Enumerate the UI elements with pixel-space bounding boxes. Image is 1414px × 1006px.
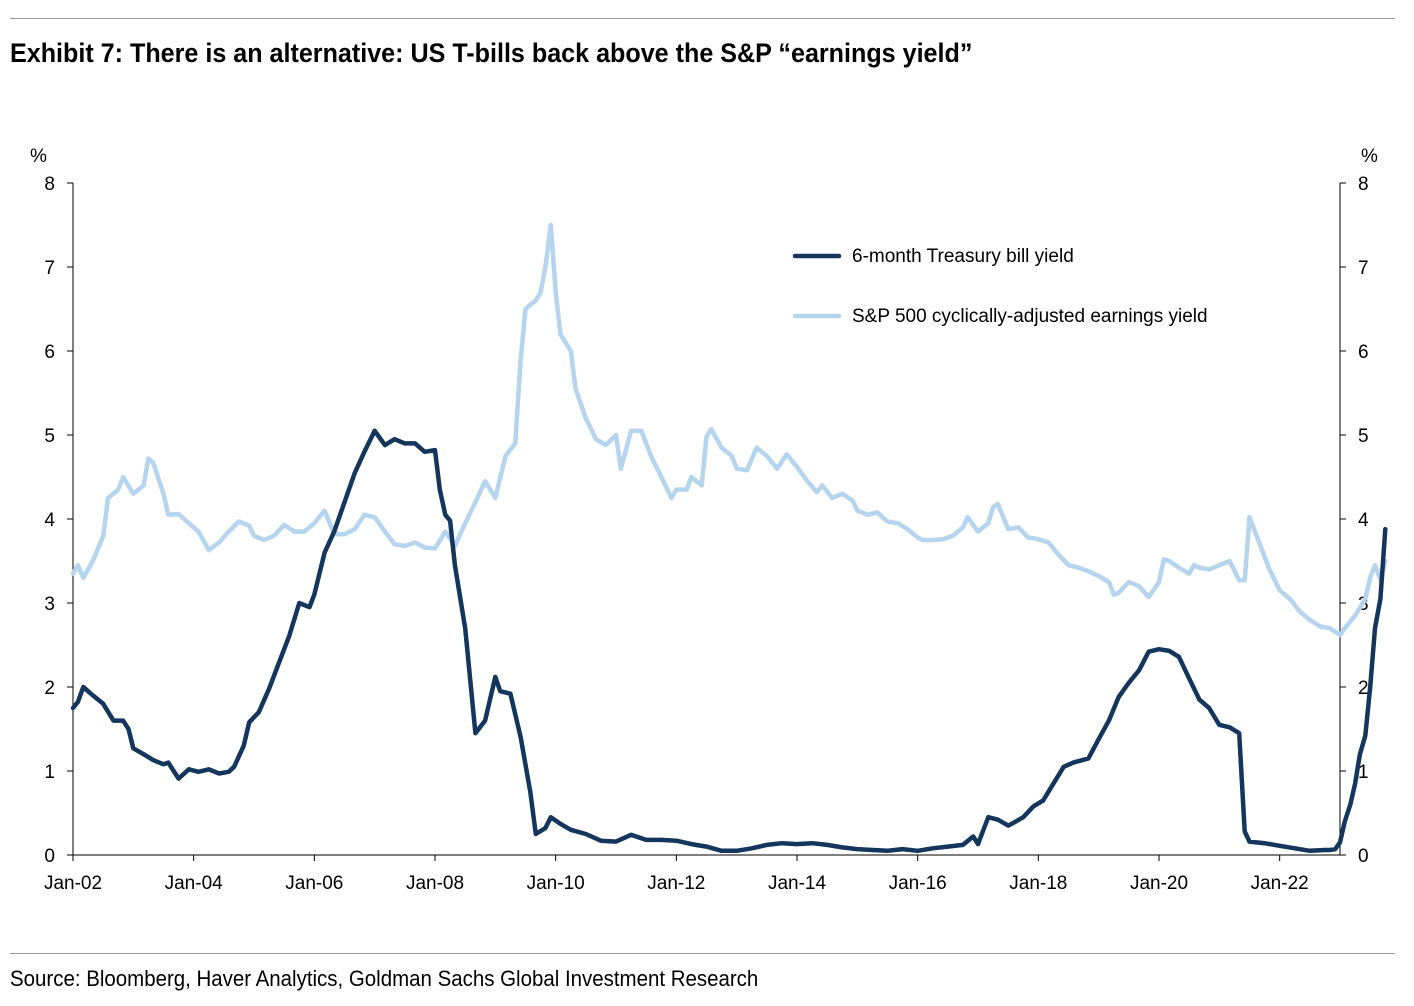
right-axis-unit: % — [1361, 146, 1378, 167]
x-tick-label: Jan-20 — [1130, 873, 1188, 894]
legend: 6-month Treasury bill yield S&P 500 cycl… — [792, 246, 1208, 327]
y-tick-label-left: 0 — [44, 846, 55, 867]
legend-label-earnings-yield: S&P 500 cyclically-adjusted earnings yie… — [852, 306, 1208, 327]
bottom-rule — [10, 953, 1395, 954]
y-tick-label-right: 5 — [1358, 426, 1369, 447]
x-tick-label: Jan-08 — [406, 873, 464, 894]
y-tick-label-left: 2 — [44, 678, 55, 699]
y-tick-label-left: 8 — [44, 174, 55, 195]
legend-label-tbill: 6-month Treasury bill yield — [852, 246, 1074, 267]
y-tick-label-left: 7 — [44, 258, 55, 279]
x-tick-label: Jan-10 — [527, 873, 585, 894]
y-tick-label-left: 6 — [44, 342, 55, 363]
x-tick-label: Jan-04 — [165, 873, 224, 894]
x-tick-label: Jan-06 — [285, 873, 343, 894]
y-tick-label-right: 0 — [1358, 846, 1369, 867]
left-axis-unit: % — [30, 146, 47, 167]
y-tick-label-right: 6 — [1358, 342, 1369, 363]
y-tick-label-right: 8 — [1358, 174, 1369, 195]
x-tick-label: Jan-18 — [1009, 873, 1067, 894]
y-tick-label-right: 7 — [1358, 258, 1369, 279]
x-tick-label: Jan-12 — [647, 873, 705, 894]
y-tick-label-left: 5 — [44, 426, 55, 447]
x-tick-label: Jan-02 — [44, 873, 102, 894]
source-note: Source: Bloomberg, Haver Analytics, Gold… — [10, 966, 759, 991]
y-tick-label-right: 2 — [1358, 678, 1369, 699]
series-line-earnings-yield — [70, 222, 1388, 638]
y-tick-label-right: 4 — [1358, 510, 1369, 531]
chart-title: Exhibit 7: There is an alternative: US T… — [10, 38, 973, 68]
y-tick-label-left: 1 — [44, 762, 55, 783]
x-tick-label: Jan-22 — [1251, 873, 1309, 894]
x-tick-label: Jan-14 — [768, 873, 827, 894]
top-rule — [10, 18, 1395, 19]
x-tick-label: Jan-16 — [889, 873, 947, 894]
y-tick-label-left: 3 — [44, 594, 55, 615]
y-tick-label-right: 1 — [1358, 762, 1369, 783]
series-layer — [70, 222, 1388, 854]
y-tick-label-left: 4 — [44, 510, 55, 531]
series-line-tbill — [70, 428, 1388, 854]
